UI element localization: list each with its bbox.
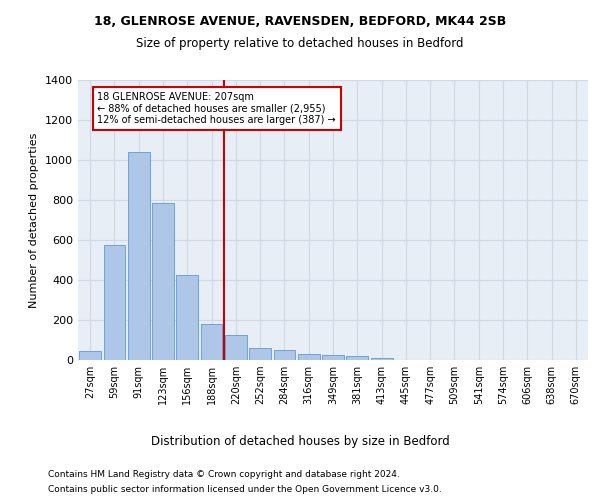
Bar [128,152,149,360]
Bar [322,354,344,360]
Text: 18 GLENROSE AVENUE: 207sqm
← 88% of detached houses are smaller (2,955)
12% of s: 18 GLENROSE AVENUE: 207sqm ← 88% of deta… [97,92,336,125]
Bar [152,203,174,360]
Bar [249,348,271,360]
Bar [104,245,125,360]
Text: Contains public sector information licensed under the Open Government Licence v3: Contains public sector information licen… [48,485,442,494]
Bar [346,356,368,360]
Text: Distribution of detached houses by size in Bedford: Distribution of detached houses by size … [151,435,449,448]
Bar [176,275,198,360]
Text: Contains HM Land Registry data © Crown copyright and database right 2024.: Contains HM Land Registry data © Crown c… [48,470,400,479]
Bar [79,351,101,360]
Bar [298,354,320,360]
Text: 18, GLENROSE AVENUE, RAVENSDEN, BEDFORD, MK44 2SB: 18, GLENROSE AVENUE, RAVENSDEN, BEDFORD,… [94,15,506,28]
Y-axis label: Number of detached properties: Number of detached properties [29,132,40,308]
Bar [200,324,223,360]
Text: Size of property relative to detached houses in Bedford: Size of property relative to detached ho… [136,38,464,51]
Bar [225,335,247,360]
Bar [274,350,295,360]
Bar [371,358,392,360]
